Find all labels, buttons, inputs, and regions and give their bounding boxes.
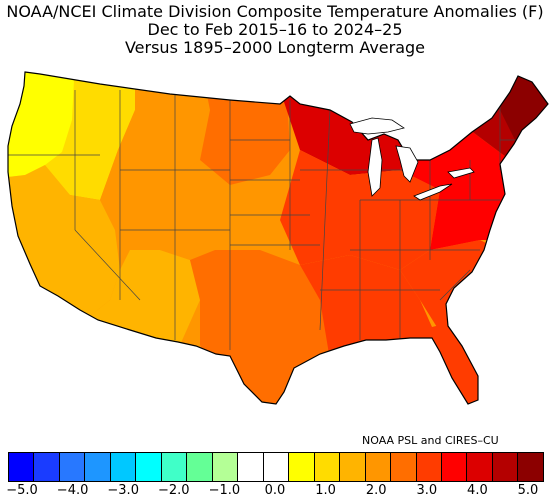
color-swatch	[365, 453, 392, 481]
region-gulf-coast	[300, 255, 440, 360]
state-boundaries	[8, 90, 548, 350]
color-swatch	[518, 453, 543, 481]
color-swatch	[416, 453, 442, 481]
color-swatch	[289, 453, 315, 481]
region-southern-rockies	[100, 160, 220, 260]
color-scale-tick-label: −4.0	[56, 483, 89, 498]
map-regions	[8, 72, 548, 404]
color-scale-tick-label: 3.0	[416, 483, 438, 498]
lake-ontario	[447, 167, 475, 179]
color-scale-tick-label: 4.0	[467, 483, 488, 498]
lake-superior	[349, 117, 405, 135]
lake-erie	[413, 183, 453, 201]
color-swatch	[161, 453, 188, 481]
region-southwest	[85, 250, 200, 345]
color-swatch	[136, 453, 162, 481]
color-scale-tick-label: −5.0	[6, 483, 38, 498]
map-title-line-2: Dec to Feb 2015–16 to 2024–25	[147, 20, 403, 39]
color-scale-tick-label: 2.0	[365, 483, 387, 498]
credit-text: NOAA PSL and CIRES–CU	[362, 434, 499, 447]
color-scale-bar	[8, 452, 544, 482]
color-swatch	[314, 453, 341, 481]
color-swatch	[9, 453, 35, 481]
color-swatch	[212, 453, 239, 481]
us-outline	[7, 71, 549, 405]
lake-michigan	[367, 137, 383, 197]
color-scale-labels: −5.0 −4.0 −3.0 −2.0 −1.0 0.0 1.0 2.0 3.0 4.0 5.0	[0, 484, 550, 498]
color-scale-tick-label: −1.0	[208, 483, 241, 498]
color-swatch	[391, 453, 417, 481]
color-swatch	[110, 453, 137, 481]
color-swatch	[59, 453, 86, 481]
us-temperature-anomaly-map	[7, 71, 549, 405]
map-title-line-1: NOAA/NCEI Climate Division Composite Tem…	[6, 2, 544, 21]
color-swatch	[492, 453, 519, 481]
color-swatch	[34, 453, 60, 481]
color-swatch	[263, 453, 290, 481]
color-scale-tick-label: −2.0	[158, 483, 190, 498]
color-swatch	[441, 453, 468, 481]
color-scale-tick-label: 0.0	[264, 483, 286, 498]
color-swatch	[340, 453, 366, 481]
lake-huron	[395, 145, 419, 183]
great-lakes	[349, 117, 475, 201]
color-scale-tick-label: 5.0	[517, 483, 539, 498]
color-scale-tick-label: −3.0	[107, 483, 139, 498]
map-title-line-3: Versus 1895–2000 Longterm Average	[124, 38, 426, 57]
color-scale-tick-label: 1.0	[315, 483, 336, 498]
color-swatch	[238, 453, 264, 481]
color-swatch	[467, 453, 493, 481]
color-swatch	[187, 453, 213, 481]
color-swatch	[85, 453, 111, 481]
